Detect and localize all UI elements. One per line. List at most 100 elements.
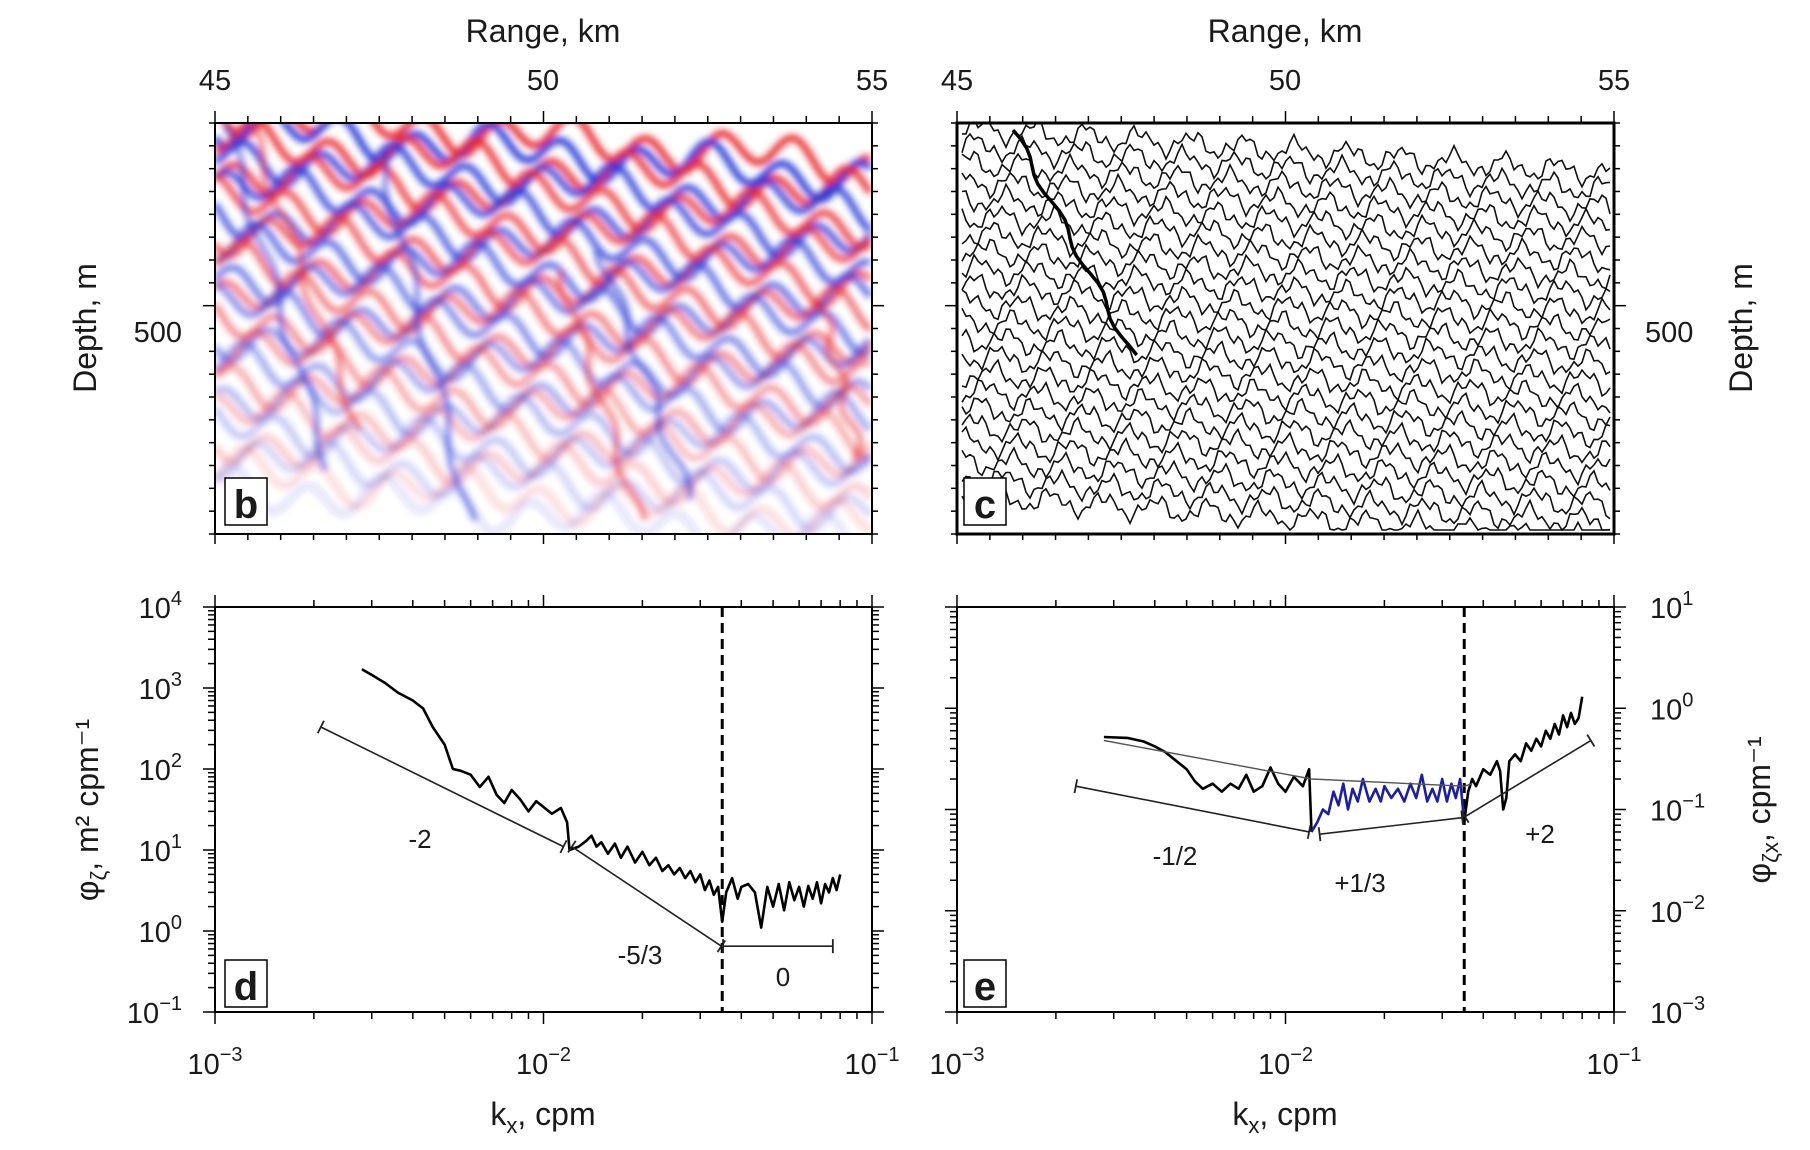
panel-d-ylabel-unit: , m² cpm⁻¹: [69, 719, 105, 871]
panel-d-ytick-label-3: 101: [139, 831, 182, 868]
panel-e-slope-cap: [1317, 827, 1322, 842]
panel-d-spectrum-0: [361, 668, 842, 929]
isopycnal-line: [961, 273, 1611, 341]
panel-e-slope-cap: [1460, 810, 1464, 825]
panel-d-xtick-label-1: 10−2: [516, 1044, 571, 1081]
heatmap-beam: [811, 298, 864, 461]
panel-e-xtick-label-2-exp: −1: [1619, 1044, 1642, 1066]
heatmap-band: [215, 213, 872, 309]
panel-e-xtick-label-2-base: 10: [1586, 1049, 1618, 1081]
panel-b-xtick-1: 50: [527, 65, 559, 97]
panel-d-slope-cap: [567, 840, 577, 853]
isopycnal-line: [961, 253, 1611, 325]
panel-b: Range, km 45 50 55 Depth, m 500 b: [67, 13, 888, 544]
panel-e-ytick-label-4-base: 10: [1650, 998, 1682, 1030]
panel-c-ticks: [945, 111, 1626, 544]
panel-e-label: e: [974, 965, 996, 1009]
panel-d-plot: [361, 607, 842, 1012]
panel-d-ytick-label-4: 100: [139, 912, 182, 949]
isopycnal-line: [961, 238, 1611, 312]
panel-c-xtick-2: 55: [1598, 65, 1630, 97]
panel-d-xtick-label-1-base: 10: [516, 1049, 548, 1081]
panel-b-xtick-0: 45: [199, 65, 231, 97]
panel-d-ytick-label-1-base: 10: [139, 674, 171, 706]
panel-d-slope-label-1: -5/3: [618, 940, 663, 970]
panel-c-xlabel: Range, km: [1208, 13, 1363, 49]
panel-d-ticks: [203, 595, 884, 1024]
panel-e-xlabel-sub: x: [1248, 1113, 1259, 1138]
panel-d-slope-line-1: [571, 845, 722, 947]
panel-e-plot: [1103, 607, 1584, 1012]
isopycnal-line: [961, 481, 1610, 532]
panel-e-frame: [956, 606, 1615, 1013]
isopycnal-line: [961, 425, 1611, 499]
panel-d-xtick-label-0: 10−3: [187, 1044, 242, 1081]
panel-e-spectrum-2: [1462, 696, 1584, 823]
panel-d-ytick-label-5-base: 10: [127, 998, 159, 1030]
heatmap-band: [215, 329, 872, 428]
panel-e-ylabel-main: φ: [1741, 863, 1777, 884]
panel-e-slope-cap: [1586, 734, 1596, 747]
panel-e-slope-label-2: +2: [1525, 819, 1555, 849]
isopycnal-line: [961, 378, 1611, 449]
panel-e-ytick-label-3-exp: −2: [1682, 892, 1705, 914]
panel-e-ticks: [945, 595, 1626, 1024]
panel-e-ytick-label-2-base: 10: [1650, 796, 1682, 828]
isopycnal-line: [961, 468, 1611, 532]
panel-d-reference-slopes: -2 -5/3 0: [316, 720, 834, 992]
panel-d-label: d: [234, 965, 258, 1009]
isopycnal-line: [961, 446, 1611, 520]
panel-e-ytick-label-1-exp: 0: [1682, 689, 1693, 711]
panel-d-slope-label-2: 0: [776, 962, 790, 992]
panel-c-xtick-1: 50: [1269, 65, 1301, 97]
panel-e-ytick-label-0-base: 10: [1650, 593, 1682, 625]
panel-d-ytick-label-4-base: 10: [139, 917, 171, 949]
heatmap-band: [215, 268, 872, 366]
panel-c-label-box: [963, 477, 1007, 526]
panel-e-xlabel-main: k: [1232, 1096, 1249, 1132]
panel-e-xtick-label-1: 10−2: [1258, 1044, 1313, 1081]
panel-e: -1/2+1/3+2 kx, cpm φζx, cpm⁻¹ 10−3 10−2 10…: [929, 588, 1783, 1138]
panel-d-ytick-label-5: 10−1: [127, 993, 182, 1030]
panel-b-xlabel: Range, km: [466, 13, 621, 49]
heatmap-band: [215, 339, 872, 436]
panel-d-ytick-label-1: 103: [139, 669, 182, 706]
panel-e-xtick-label-0-exp: −3: [962, 1044, 985, 1066]
panel-d-ylabel-sub: ζ: [86, 870, 111, 880]
panel-e-ytick-label-4: 10−3: [1650, 993, 1705, 1030]
heatmap-band: [215, 462, 849, 534]
panel-d-ytick-label-5-exp: −1: [159, 993, 182, 1015]
panel-e-xtick-label-0: 10−3: [929, 1044, 984, 1081]
panel-b-ytick-0: 500: [134, 317, 182, 349]
panel-e-slope-label-0: -1/2: [1153, 841, 1198, 871]
heatmap-band: [215, 376, 872, 476]
panel-e-ytick-label-1: 100: [1650, 689, 1693, 726]
panel-d-slope-cap: [559, 839, 568, 854]
heatmap-beam: [222, 123, 329, 472]
isopycnal-line: [961, 182, 1611, 257]
panel-d: -2-5/30 kx, cpm φζ, m² cpm⁻¹ 10−3 10−2 10−…: [69, 588, 900, 1138]
panel-d-ytick-label-3-exp: 1: [171, 831, 182, 853]
isopycnal-line: [961, 132, 1611, 201]
panel-e-xlabel-unit: , cpm: [1259, 1096, 1337, 1132]
heatmap-band: [215, 316, 872, 412]
isopycnal-lines: [961, 123, 1611, 532]
heatmap-field: [215, 123, 872, 534]
panel-d-ytick-label-2-base: 10: [139, 755, 171, 787]
isopycnal-line: [961, 150, 1611, 223]
panel-e-label-box: [963, 959, 1007, 1008]
heatmap-beam: [382, 149, 479, 522]
panel-d-xlabel: kx, cpm: [490, 1096, 595, 1138]
panel-b-ylabel: Depth, m: [67, 263, 103, 393]
panel-d-ylabel: φζ, m² cpm⁻¹: [69, 719, 111, 901]
panel-e-xlabel: kx, cpm: [1232, 1096, 1337, 1138]
isopycnal-line: [962, 123, 1611, 189]
panel-e-ylabel-unit: , cpm⁻¹: [1741, 736, 1777, 842]
panel-e-ytick-label-2-exp: −1: [1682, 791, 1705, 813]
panel-e-ylabel-sub: ζx: [1758, 842, 1783, 863]
isopycnal-line: [961, 204, 1611, 274]
panel-d-xtick-label-0-base: 10: [187, 1049, 219, 1081]
